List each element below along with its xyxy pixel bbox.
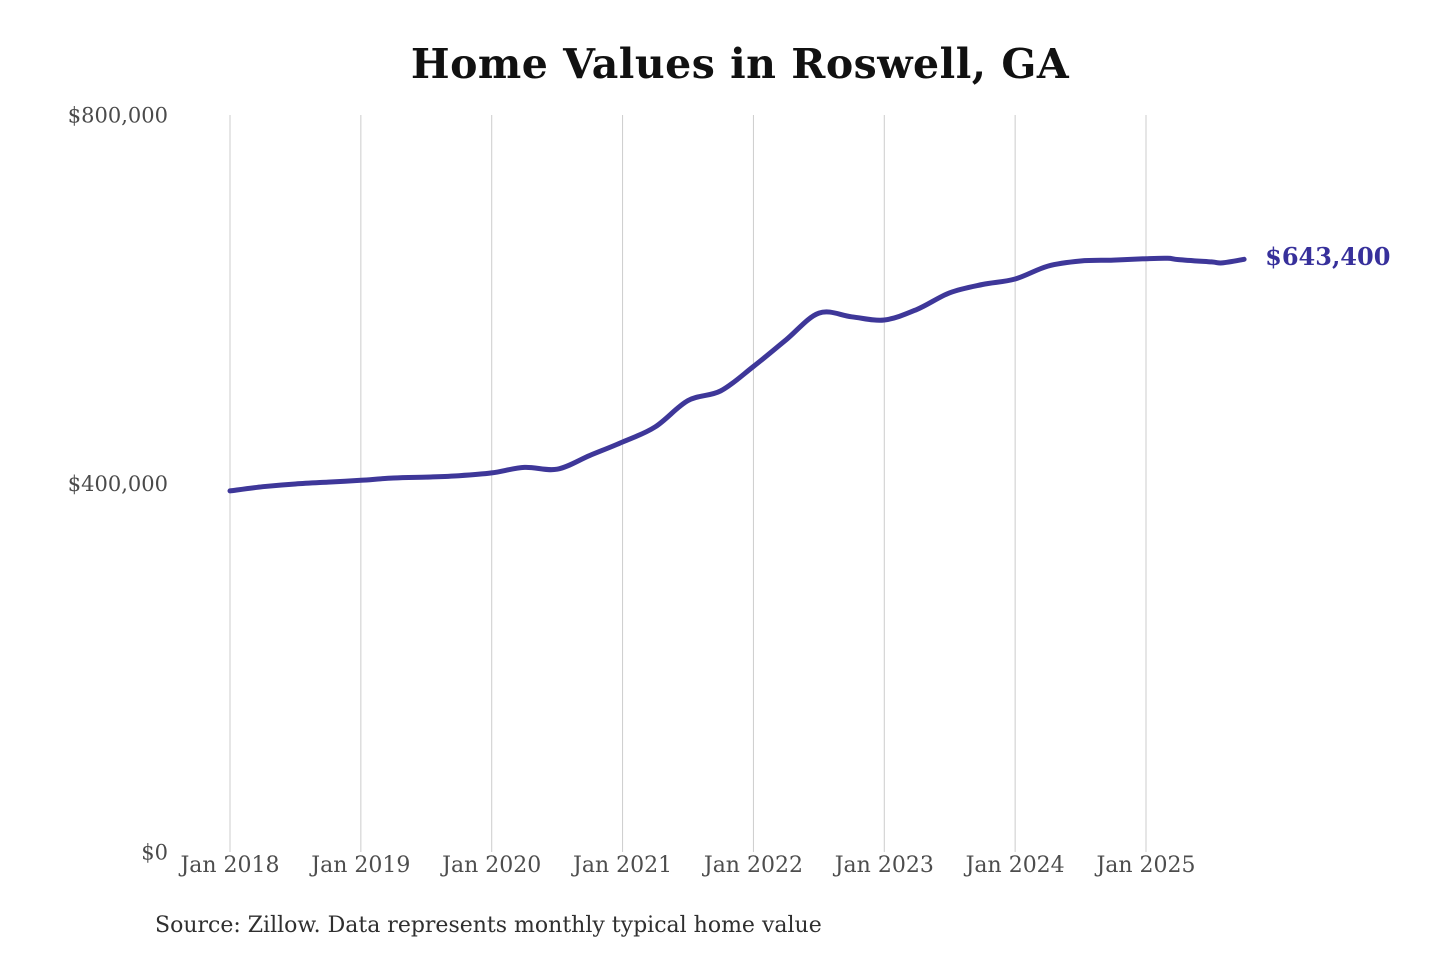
y-tick-label: $400,000: [68, 472, 168, 496]
source-note: Source: Zillow. Data represents monthly …: [155, 913, 822, 938]
x-tick-label: Jan 2025: [1094, 853, 1195, 878]
x-tick-label: Jan 2021: [571, 853, 672, 878]
x-tick-label: Jan 2020: [440, 853, 541, 878]
x-tick-label: Jan 2022: [702, 853, 803, 878]
chart-title: Home Values in Roswell, GA: [410, 40, 1070, 88]
y-tick-label: $800,000: [68, 104, 168, 128]
x-tick-label: Jan 2024: [964, 853, 1065, 878]
x-tick-label: Jan 2019: [309, 853, 410, 878]
end-value-label: $643,400: [1265, 242, 1390, 271]
home-value-series-line: [227, 255, 1247, 494]
x-tick-label: Jan 2018: [178, 853, 279, 878]
y-tick-label: $0: [141, 841, 168, 865]
x-tick-label: Jan 2023: [833, 853, 934, 878]
